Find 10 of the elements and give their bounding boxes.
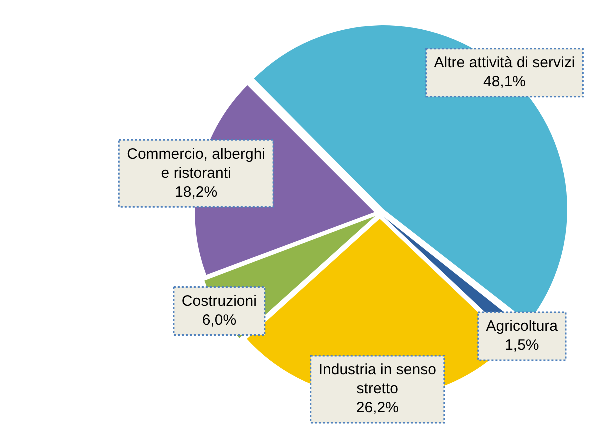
data-label: 1,5% <box>505 337 540 354</box>
data-label: 48,1% <box>483 74 526 91</box>
data-label: 6,0% <box>202 312 237 329</box>
slice-label: Agricoltura <box>486 318 559 336</box>
slice-label: Commercio, alberghi e ristoranti <box>127 146 266 182</box>
slice-label: Costruzioni <box>182 292 257 310</box>
data-label: 26,2% <box>356 400 399 417</box>
slice-label: Altre attività di servizi <box>434 54 576 72</box>
slice-label: Industria in senso stretto <box>318 362 436 398</box>
data-label: 18,2% <box>175 184 218 201</box>
